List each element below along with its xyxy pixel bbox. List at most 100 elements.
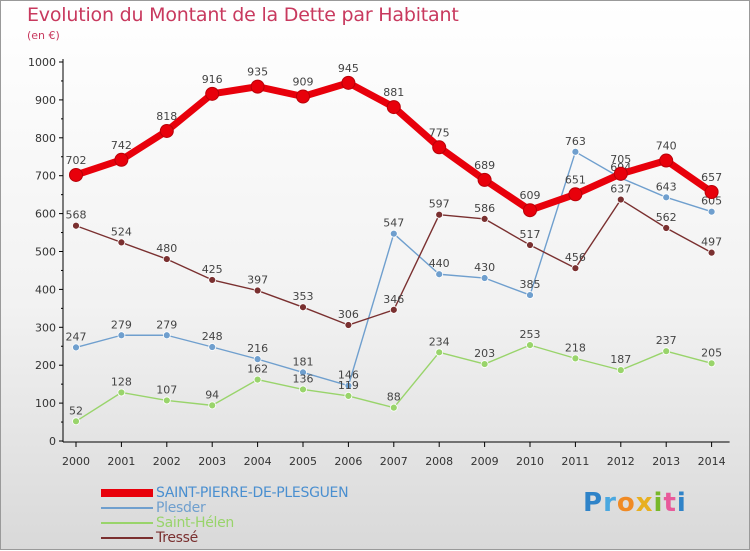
data-point [616, 366, 625, 375]
data-label: 425 [202, 263, 223, 276]
data-point [435, 348, 444, 357]
logo-letter: P [583, 488, 604, 518]
data-label: 517 [520, 228, 541, 241]
data-label: 119 [338, 379, 359, 392]
x-tick-label: 2002 [153, 455, 181, 468]
y-tick-label: 400 [35, 283, 56, 296]
y-tick-label: 600 [35, 208, 56, 221]
legend-label: Saint-Hélen [156, 515, 234, 531]
data-point [117, 331, 126, 340]
data-label: 88 [387, 391, 401, 404]
data-point [704, 184, 719, 199]
data-label: 605 [701, 195, 722, 208]
logo-letter: i [653, 488, 664, 518]
data-label: 643 [656, 180, 677, 193]
logo-letter: r [603, 488, 617, 518]
data-label: 181 [293, 355, 314, 368]
data-label: 935 [247, 66, 268, 79]
data-label: 203 [474, 347, 495, 360]
legend-label: Tressé [156, 530, 198, 546]
data-point [253, 286, 262, 295]
data-label: 637 [610, 183, 631, 196]
y-tick-label: 300 [35, 321, 56, 334]
data-label: 253 [520, 328, 541, 341]
data-label: 881 [383, 86, 404, 99]
x-tick-label: 2001 [107, 455, 135, 468]
data-label: 306 [338, 308, 359, 321]
y-tick-label: 100 [35, 397, 56, 410]
data-label: 568 [66, 209, 87, 222]
data-label: 218 [565, 341, 586, 354]
data-label: 657 [701, 171, 722, 184]
data-point [344, 381, 353, 390]
x-tick-label: 2003 [198, 455, 226, 468]
data-point [707, 207, 716, 216]
data-label: 385 [520, 278, 541, 291]
data-label: 818 [156, 110, 177, 123]
y-tick-label: 900 [35, 94, 56, 107]
data-point [69, 167, 83, 182]
data-point [613, 166, 628, 181]
data-label: 247 [66, 330, 87, 343]
data-label: 279 [111, 318, 132, 331]
data-point [162, 331, 171, 340]
data-label: 740 [656, 140, 677, 153]
data-label: 107 [156, 383, 177, 396]
x-tick-label: 2005 [289, 455, 317, 468]
data-label: 94 [205, 388, 219, 401]
data-label: 609 [520, 189, 541, 202]
data-label: 945 [338, 62, 359, 75]
y-tick-label: 800 [35, 132, 56, 145]
data-point [386, 100, 401, 115]
proxiti-logo: Proxiti [583, 488, 687, 518]
data-point [162, 255, 171, 263]
data-point [662, 224, 671, 232]
data-label: 216 [247, 342, 268, 355]
x-tick-label: 2010 [516, 455, 544, 468]
y-tick-label: 1000 [28, 56, 56, 69]
legend-label: SAINT-PIERRE-DE-PLESGUEN [156, 485, 349, 501]
legend-label: Plesder [156, 500, 206, 516]
data-label: 456 [565, 251, 586, 264]
data-label: 705 [610, 153, 631, 166]
data-point [571, 354, 580, 363]
data-label: 651 [565, 173, 586, 186]
data-label: 909 [293, 75, 314, 88]
data-label: 162 [247, 363, 268, 376]
data-point [480, 215, 489, 223]
data-label: 128 [111, 375, 132, 388]
data-point [341, 75, 356, 90]
x-tick-label: 2009 [471, 455, 499, 468]
data-point [571, 264, 580, 273]
data-point [435, 210, 444, 219]
data-label: 248 [202, 330, 223, 343]
data-label: 497 [701, 236, 722, 249]
data-label: 702 [66, 154, 87, 167]
data-point [389, 403, 398, 412]
data-label: 234 [429, 335, 450, 348]
data-point [344, 321, 353, 329]
data-label: 397 [247, 274, 268, 287]
data-point [389, 305, 398, 314]
x-tick-label: 2007 [380, 455, 408, 468]
data-point [72, 343, 80, 352]
data-label: 136 [293, 372, 314, 385]
data-point [435, 270, 444, 279]
data-point [526, 241, 534, 249]
data-point [659, 153, 674, 168]
data-label: 440 [429, 257, 450, 270]
data-label: 52 [69, 404, 83, 417]
y-tick-label: 700 [35, 170, 56, 183]
data-label: 353 [293, 290, 314, 303]
chart-title: Evolution du Montant de la Dette par Hab… [27, 4, 459, 26]
x-tick-label: 2013 [652, 455, 680, 468]
y-tick-label: 0 [49, 435, 56, 448]
legend-swatch [101, 507, 153, 509]
x-tick-label: 2006 [334, 455, 362, 468]
data-point [208, 276, 217, 284]
data-point [250, 79, 265, 94]
logo-letter: t [663, 488, 677, 518]
data-label: 742 [111, 139, 132, 152]
